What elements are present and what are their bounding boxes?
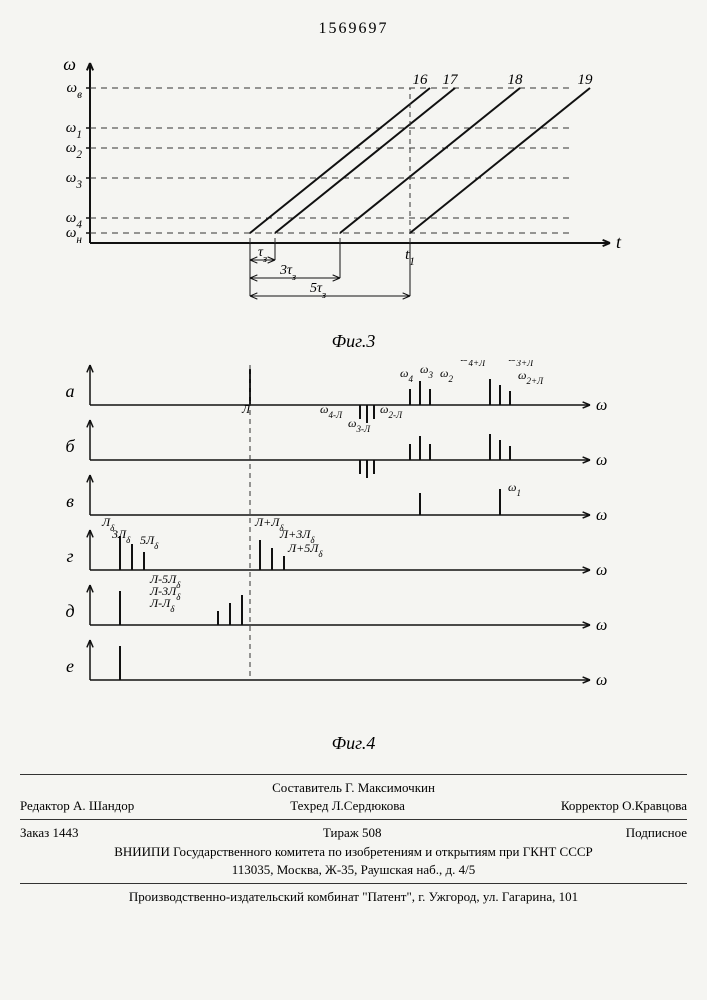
org: ВНИИПИ Государственного комитета по изоб… (20, 843, 687, 861)
svg-text:19: 19 (578, 72, 594, 88)
svg-text:ω3: ω3 (66, 170, 83, 191)
svg-text:ω4+Л: ω4+Л (460, 360, 486, 368)
fig3-chart: ωtωвω1ω2ω3ω4ωн16171819t1τз3τз5τз (20, 58, 640, 318)
svg-text:в: в (66, 491, 74, 511)
editor: Редактор А. Шандор (20, 797, 134, 815)
fig4-label: Фиг.4 (20, 733, 687, 754)
footer: Составитель Г. Максимочкин Редактор А. Ш… (20, 774, 687, 906)
svg-text:ωв: ωв (67, 80, 83, 101)
corrector: Корректор О.Кравцова (561, 797, 687, 815)
svg-text:б: б (65, 436, 75, 456)
svg-text:ω3: ω3 (420, 362, 433, 380)
svg-text:ω: ω (596, 397, 607, 414)
svg-text:ω2+Л: ω2+Л (518, 368, 544, 386)
svg-text:ω3+Л: ω3+Л (508, 360, 534, 368)
svg-text:ω1: ω1 (66, 120, 82, 141)
svg-text:18: 18 (508, 72, 524, 88)
svg-text:ω1: ω1 (508, 480, 521, 498)
svg-text:3Лδ: 3Лδ (111, 527, 131, 545)
svg-text:ω: ω (63, 58, 76, 74)
svg-text:Л-Лδ: Л-Лδ (149, 596, 175, 614)
svg-text:Л+5Лδ: Л+5Лδ (287, 541, 323, 559)
svg-text:ω2: ω2 (66, 140, 83, 161)
fig4-chart: аωЛω4-Лω3-Лω2-Лω4ω3ω2ω4+Лω3+Лω2+Лбωвωω1г… (20, 360, 640, 720)
svg-text:ω: ω (596, 452, 607, 469)
tirazh: Тираж 508 (323, 824, 382, 842)
svg-text:τз: τз (258, 245, 267, 265)
fig3-label: Фиг.3 (20, 331, 687, 352)
page: 1569697 ωtωвω1ω2ω3ω4ωн16171819t1τз3τз5τз… (20, 20, 687, 906)
svg-text:17: 17 (443, 72, 460, 88)
svg-text:ω: ω (596, 507, 607, 524)
plant: Производственно-издательский комбинат "П… (20, 888, 687, 906)
svg-text:ω: ω (596, 617, 607, 634)
podpis: Подписное (626, 824, 687, 842)
doc-number: 1569697 (20, 20, 687, 38)
svg-text:ω: ω (596, 672, 607, 689)
svg-text:ω: ω (596, 562, 607, 579)
svg-text:д: д (65, 601, 74, 621)
svg-text:а: а (66, 381, 75, 401)
compiler: Составитель Г. Максимочкин (20, 779, 687, 797)
svg-text:е: е (66, 656, 74, 676)
svg-text:16: 16 (413, 72, 429, 88)
techred: Техред Л.Сердюкова (290, 797, 405, 815)
svg-text:3τз: 3τз (279, 263, 296, 283)
svg-text:t: t (616, 232, 622, 252)
svg-text:ω2: ω2 (440, 366, 453, 384)
svg-text:5τз: 5τз (310, 281, 326, 301)
order: Заказ 1443 (20, 824, 79, 842)
addr: 113035, Москва, Ж-35, Раушская наб., д. … (20, 861, 687, 879)
svg-text:г: г (66, 546, 73, 566)
svg-text:5Лδ: 5Лδ (140, 533, 159, 551)
svg-text:ω4: ω4 (400, 366, 413, 384)
